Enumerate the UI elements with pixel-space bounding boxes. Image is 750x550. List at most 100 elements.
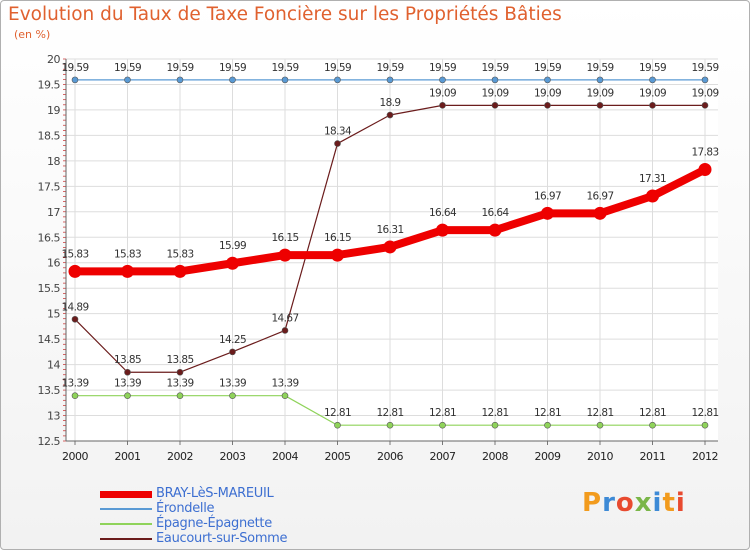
data-label: 19.59	[376, 62, 403, 74]
data-point	[334, 421, 341, 429]
data-point	[701, 102, 709, 109]
data-point	[436, 223, 449, 237]
legend-label: Érondelle	[156, 501, 215, 516]
data-label: 13.85	[114, 354, 141, 366]
data-point	[278, 248, 292, 262]
data-point	[649, 421, 656, 429]
data-point	[488, 223, 502, 237]
data-point	[596, 421, 604, 429]
data-label: 16.97	[534, 190, 561, 202]
data-label: 13.39	[114, 378, 141, 390]
logo-letter: P	[582, 488, 603, 518]
data-point	[229, 392, 236, 399]
data-point	[646, 189, 659, 203]
data-label: 19.59	[114, 62, 141, 74]
data-label: 14.25	[219, 334, 246, 346]
data-label: 13.39	[219, 378, 246, 390]
x-tick-label: 2007	[430, 450, 456, 463]
logo-letter: o	[615, 488, 635, 518]
data-label: 19.59	[481, 62, 508, 74]
data-point	[124, 368, 131, 376]
logo-letter: r	[602, 488, 616, 518]
y-tick-label: 13.5	[38, 384, 61, 397]
data-point	[649, 76, 656, 84]
data-point	[121, 264, 134, 278]
data-point	[176, 392, 184, 399]
legend-label: Eaucourt-sur-Somme	[156, 531, 288, 546]
data-label: 18.9	[380, 97, 401, 109]
data-point	[701, 76, 709, 84]
data-point	[491, 102, 499, 109]
data-point	[596, 76, 604, 84]
data-point	[383, 240, 397, 254]
data-label: 19.09	[429, 87, 456, 99]
data-label: 12.81	[586, 407, 613, 419]
data-point	[541, 206, 554, 220]
data-label: 12.81	[429, 407, 456, 419]
legend-swatch	[100, 508, 152, 510]
legend-swatch	[100, 538, 152, 540]
data-label: 15.99	[219, 240, 246, 252]
data-label: 19.59	[271, 62, 298, 74]
data-point	[281, 327, 289, 334]
data-point	[593, 206, 607, 220]
data-label: 13.39	[61, 378, 88, 390]
legend-swatch	[100, 523, 152, 525]
data-label: 12.81	[639, 407, 666, 419]
data-point	[439, 421, 446, 429]
data-label: 12.81	[481, 407, 508, 419]
x-tick-label: 2003	[220, 450, 246, 463]
data-point	[331, 248, 344, 262]
data-label: 16.64	[481, 207, 509, 219]
data-label: 19.59	[324, 62, 351, 74]
x-tick-label: 2010	[587, 450, 613, 463]
data-point	[491, 76, 499, 84]
data-label: 13.85	[166, 354, 193, 366]
data-point	[701, 421, 709, 429]
data-point	[173, 264, 187, 278]
data-point	[544, 76, 551, 84]
data-label: 14.89	[61, 301, 88, 313]
data-label: 19.59	[61, 62, 88, 74]
data-label: 15.83	[61, 248, 88, 260]
data-point	[386, 76, 394, 84]
data-label: 17.83	[691, 147, 718, 159]
data-label: 19.59	[586, 62, 613, 74]
data-label: 19.59	[219, 62, 246, 74]
data-label: 15.83	[114, 248, 141, 260]
proxiti-logo: Proxiti	[582, 488, 686, 518]
data-point	[544, 421, 551, 429]
data-point	[68, 264, 82, 278]
data-label: 16.64	[429, 207, 457, 219]
data-point	[334, 76, 341, 84]
data-point	[596, 102, 604, 109]
data-label: 19.09	[586, 87, 613, 99]
y-tick-label: 15.5	[38, 282, 61, 295]
y-tick-label: 16.5	[38, 231, 61, 244]
data-label: 19.59	[534, 62, 561, 74]
x-tick-label: 2002	[167, 450, 193, 463]
data-label: 16.15	[324, 232, 351, 244]
data-label: 16.97	[586, 190, 613, 202]
data-label: 12.81	[324, 407, 351, 419]
legend-swatch	[100, 490, 152, 498]
data-point	[386, 111, 394, 119]
data-point	[124, 76, 131, 84]
logo-letter: t	[662, 488, 676, 518]
data-point	[71, 76, 79, 84]
data-label: 19.09	[639, 87, 666, 99]
data-label: 13.39	[166, 378, 193, 390]
y-unit-label: (en %)	[14, 28, 51, 41]
x-tick-label: 2012	[692, 450, 718, 463]
data-label: 16.15	[271, 232, 298, 244]
y-tick-label: 19	[47, 104, 60, 117]
legend-label: BRAY-LèS-MAREUIL	[156, 486, 274, 501]
data-point	[439, 102, 446, 109]
x-tick-label: 2011	[640, 450, 666, 463]
x-tick-label: 2005	[325, 450, 351, 463]
data-point	[334, 140, 341, 147]
data-label: 17.31	[639, 173, 666, 185]
legend-label: Épagne-Épagnette	[156, 516, 272, 531]
data-point	[176, 368, 184, 376]
